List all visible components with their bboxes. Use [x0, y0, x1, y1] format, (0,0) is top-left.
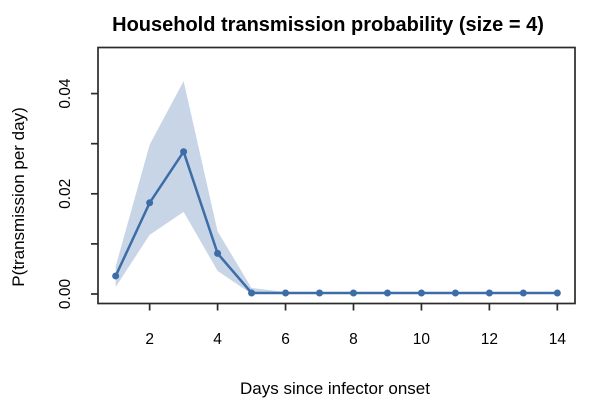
y-tick-label: 0.02 — [57, 179, 74, 209]
data-point — [112, 272, 120, 280]
x-tick-label: 2 — [145, 331, 154, 348]
data-point — [282, 289, 290, 297]
x-tick-label: 4 — [213, 331, 222, 348]
x-axis-label: Days since infector onset — [240, 379, 430, 398]
data-point — [519, 289, 527, 297]
x-tick-label: 8 — [349, 331, 358, 348]
data-point — [485, 289, 493, 297]
data-point — [316, 289, 324, 297]
data-point — [553, 289, 561, 297]
chart-title: Household transmission probability (size… — [112, 14, 544, 36]
data-point — [248, 289, 256, 297]
x-tick-label: 10 — [413, 331, 431, 348]
data-point — [417, 289, 425, 297]
data-point — [383, 289, 391, 297]
plot-box — [97, 46, 576, 305]
data-point — [451, 289, 459, 297]
y-tick-label: 0.00 — [57, 279, 74, 310]
x-tick-label: 6 — [281, 331, 290, 348]
data-point — [180, 148, 188, 156]
y-tick-label: 0.04 — [57, 78, 74, 109]
data-point — [146, 199, 154, 207]
x-tick-label: 12 — [481, 331, 498, 348]
x-tick-label: 14 — [549, 331, 567, 348]
mean-line — [114, 150, 559, 295]
data-point — [349, 289, 357, 297]
ci-band — [115, 81, 558, 294]
data-point — [214, 249, 222, 257]
